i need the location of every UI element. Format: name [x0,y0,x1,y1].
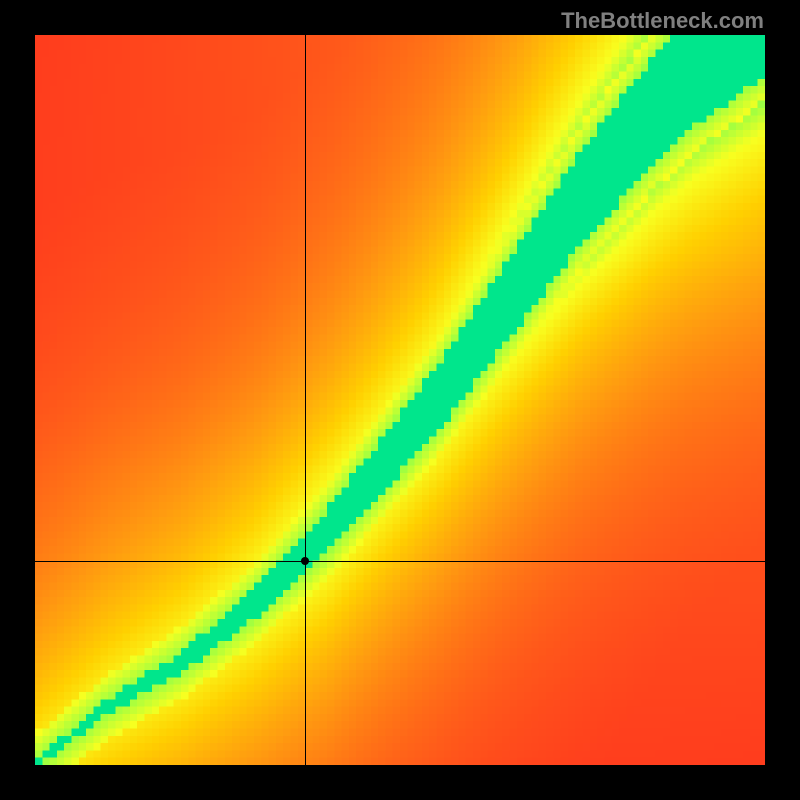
watermark-text: TheBottleneck.com [561,8,764,34]
heatmap-canvas [35,35,765,765]
bottleneck-heatmap [35,35,765,765]
